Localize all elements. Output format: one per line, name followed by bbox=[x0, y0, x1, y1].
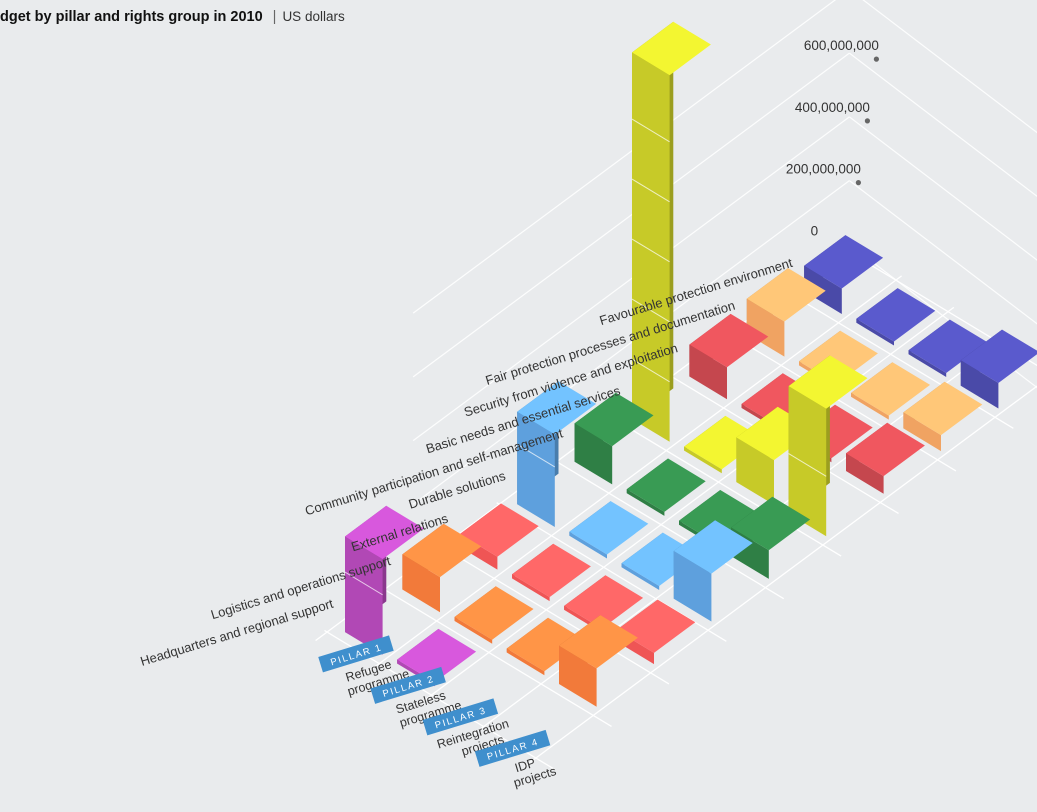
bar bbox=[616, 599, 696, 665]
wall-grid-line bbox=[412, 0, 837, 314]
chart-unit: US dollars bbox=[282, 9, 345, 24]
bar bbox=[344, 505, 424, 655]
floor-grid-line bbox=[438, 544, 670, 685]
y-tick-label: 400,000,000 bbox=[795, 100, 870, 115]
pillar-badge bbox=[422, 698, 499, 736]
bar bbox=[908, 319, 988, 377]
bar bbox=[631, 21, 711, 442]
bar bbox=[851, 362, 931, 420]
y-tick-label: 600,000,000 bbox=[804, 38, 879, 53]
floor-grid-line bbox=[840, 246, 1037, 367]
y-tick-label: 0 bbox=[811, 223, 819, 238]
bar bbox=[788, 355, 868, 537]
floor-grid-line bbox=[367, 275, 902, 673]
bar bbox=[506, 617, 586, 676]
wall-grid-line bbox=[862, 0, 1037, 134]
bar bbox=[746, 268, 826, 357]
pillar-badge bbox=[370, 666, 446, 704]
bars bbox=[344, 21, 1037, 707]
bar bbox=[804, 235, 884, 314]
chart-title: dget by pillar and rights group in 2010 bbox=[0, 9, 263, 25]
bar bbox=[512, 543, 591, 602]
bar bbox=[673, 520, 753, 622]
y-tick-dot bbox=[855, 180, 862, 186]
floor-grid-line bbox=[611, 416, 842, 557]
bar bbox=[689, 313, 769, 400]
bar bbox=[402, 523, 482, 613]
bar bbox=[459, 503, 539, 570]
y-tick-label: 200,000,000 bbox=[786, 162, 861, 177]
bar bbox=[846, 422, 925, 494]
bar bbox=[454, 586, 534, 644]
bar bbox=[626, 458, 706, 516]
pillar-name: IDP bbox=[513, 756, 537, 775]
pillar-badge bbox=[474, 729, 551, 767]
floor-grid-line bbox=[419, 306, 955, 705]
chart-title-row: dget by pillar and rights group in 2010 |… bbox=[0, 9, 345, 25]
y-axis: 0200,000,000400,000,000600,000,000800,00… bbox=[786, 38, 880, 247]
bar bbox=[903, 381, 983, 452]
wall-grid-line bbox=[412, 180, 850, 505]
floor-grid-line bbox=[381, 587, 612, 728]
y-tick-dot bbox=[873, 56, 880, 62]
floor-grid-line bbox=[553, 459, 785, 600]
wall-grid-line bbox=[412, 52, 850, 378]
pillar-badge bbox=[318, 635, 394, 673]
floor-grid-line bbox=[523, 385, 1037, 768]
grid-lines bbox=[315, 0, 1037, 770]
title-separator: | bbox=[272, 9, 277, 25]
wall-grid-line bbox=[412, 116, 850, 442]
wall-grid-line bbox=[849, 116, 1037, 261]
bar bbox=[559, 615, 638, 707]
bar bbox=[856, 288, 936, 346]
wall-grid-line bbox=[849, 180, 1037, 325]
bar bbox=[574, 392, 654, 485]
bar bbox=[516, 381, 597, 527]
bar bbox=[960, 329, 1037, 409]
y-tick-dot bbox=[864, 118, 871, 124]
bar bbox=[569, 501, 649, 559]
wall-grid-line bbox=[849, 52, 1037, 198]
bar bbox=[684, 415, 764, 474]
